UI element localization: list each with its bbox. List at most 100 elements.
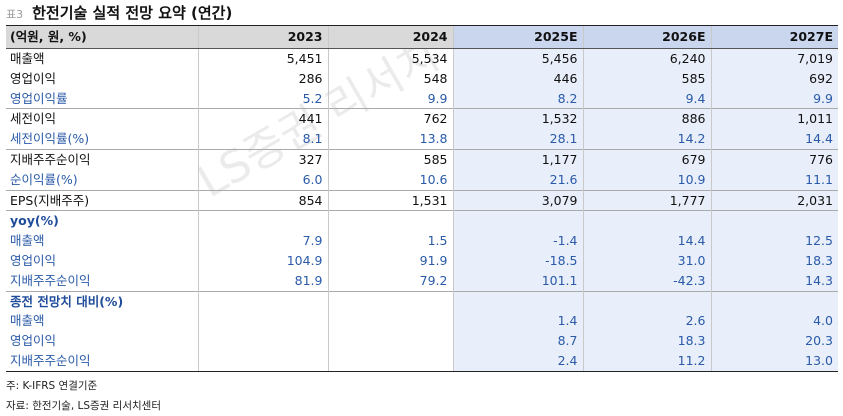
cell: 886 [582,108,711,130]
cell: 101.1 [452,270,583,292]
cell: 9.9 [327,88,453,109]
cell: 1,532 [452,108,583,130]
table-row: 지배주주순이익 327 585 1,177 679 776 [6,148,838,170]
table-row: 세전이익 441 762 1,532 886 1,011 [6,108,838,130]
cell: 776 [710,148,838,170]
row-label: 매출액 [10,51,45,66]
table-row: 매출액 5,451 5,534 5,456 6,240 7,019 [6,48,838,69]
row-label: 영업이익 [10,70,57,86]
cell: 91.9 [327,250,453,271]
row-label: 영업이익 [10,252,57,268]
cell: -42.3 [582,270,711,292]
cell [327,331,453,351]
cell: 762 [327,108,453,130]
cell [582,290,711,312]
cell: 18.3 [710,250,838,271]
section-label: yoy(%) [6,210,198,232]
cell: 9.9 [710,88,838,109]
cell: 5,456 [452,48,583,69]
cell [452,290,583,312]
row-label: 세전이익 [6,108,198,130]
cell: 14.2 [582,129,711,150]
cell: -1.4 [452,231,583,251]
table-number-label: 표3 [6,8,24,21]
cell: 1.5 [327,231,453,251]
cell [197,331,328,351]
row-label: 영업이익률 [10,90,68,106]
row-label: 영업이익 [10,333,57,349]
table-row: 영업이익 8.7 18.3 20.3 [6,331,838,351]
cell: 81.9 [197,270,328,292]
cell [197,350,328,372]
table-row: 매출액 1.4 2.6 4.0 [6,311,838,332]
table-row: 영업이익 286 548 446 585 692 [6,68,838,89]
cell: 14.4 [582,231,711,251]
cell: 12.5 [710,231,838,251]
table-row: EPS(지배주주) 854 1,531 3,079 1,777 2,031 [6,189,838,211]
cell [582,210,711,232]
cell: 585 [327,148,453,170]
table-row: 세전이익률(%) 8.1 13.8 28.1 14.2 14.4 [6,129,838,150]
cell: 3,079 [452,189,583,211]
basis-note: 주: K-IFRS 연결기준 [6,380,98,392]
cell: 286 [197,68,328,89]
cell [452,210,583,232]
table-row: 영업이익 104.9 91.9 -18.5 31.0 18.3 [6,250,838,271]
table-row: 지배주주순이익 81.9 79.2 101.1 -42.3 14.3 [6,270,838,292]
financial-summary-table: (억원, 원, %) 2023 2024 2025E 2026E 2027E 매… [6,25,838,372]
cell: 8.2 [452,88,583,109]
cell: 8.1 [197,129,328,150]
cell: 441 [197,108,328,130]
cell: 679 [582,148,711,170]
cell [197,311,328,332]
cell: 9.4 [582,88,711,109]
cell: 10.6 [327,169,453,191]
cell [197,210,328,232]
row-label: 지배주주순이익 [6,350,198,372]
table-row: 영업이익률 5.2 9.9 8.2 9.4 9.9 [6,88,838,109]
cell [710,210,838,232]
cell: 1,531 [327,189,453,211]
row-label: 매출액 [10,233,45,249]
year-header: 2025E [452,25,583,49]
cell: 692 [710,68,838,89]
cell: 13.8 [327,129,453,150]
cell: 4.0 [710,311,838,332]
cell: 11.1 [710,169,838,191]
cell [327,311,453,332]
cell: 446 [452,68,583,89]
cell: 6.0 [197,169,328,191]
cell: 2.4 [452,350,583,372]
table-row: 지배주주순이익 2.4 11.2 13.0 [6,350,838,372]
table-title-row: 표3 한전기술 실적 전망 요약 (연간) [6,2,232,24]
cell: 28.1 [452,129,583,150]
cell: 7,019 [710,48,838,69]
cell: 13.0 [710,350,838,372]
cell: 18.3 [582,331,711,351]
year-header: 2027E [710,25,838,49]
cell [197,290,328,312]
cell: 854 [197,189,328,211]
cell: 2.6 [582,311,711,332]
cell: 7.9 [197,231,328,251]
cell: 585 [582,68,711,89]
year-header: 2023 [197,25,328,49]
cell: 79.2 [327,270,453,292]
cell: 5.2 [197,88,328,109]
table-title: 한전기술 실적 전망 요약 (연간) [32,4,233,22]
cell: 1,177 [452,148,583,170]
cell: 1.4 [452,311,583,332]
row-label: 지배주주순이익 [10,272,91,288]
cell: 5,534 [327,48,453,69]
cell [327,350,453,372]
row-label: 세전이익률(%) [10,131,90,147]
cell [327,290,453,312]
cell: 31.0 [582,250,711,271]
section-row-prior-estimate: 종전 전망치 대비(%) [6,290,838,312]
year-header: 2026E [582,25,711,49]
row-label: 매출액 [10,313,45,329]
table-row: 매출액 7.9 1.5 -1.4 14.4 12.5 [6,231,838,251]
section-row-yoy: yoy(%) [6,210,838,232]
footnotes: 주: K-IFRS 연결기준 자료: 한전기술, LS증권 리서치센터 [6,376,161,416]
cell: 14.4 [710,129,838,150]
